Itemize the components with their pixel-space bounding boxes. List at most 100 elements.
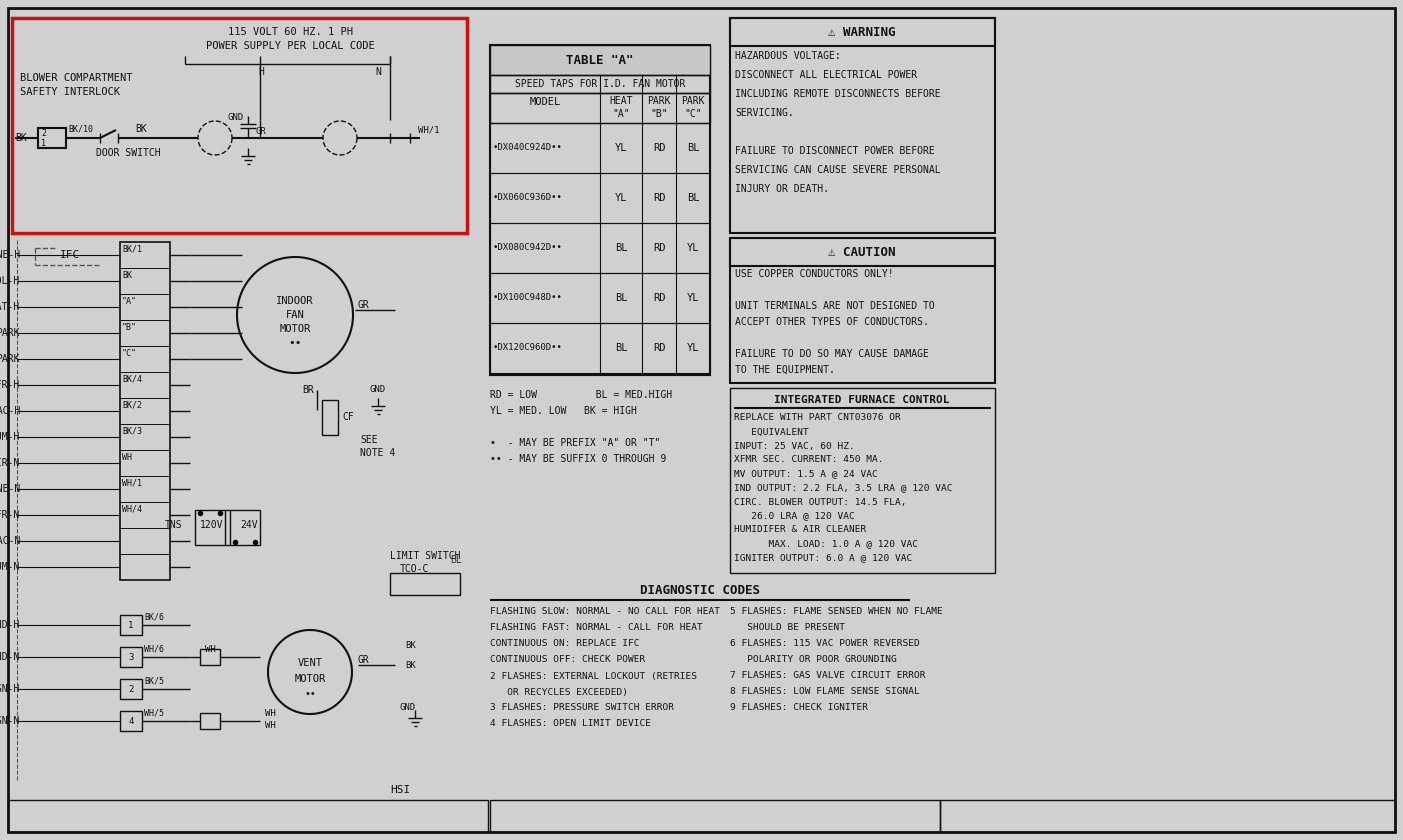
Text: 8 FLASHES: LOW FLAME SENSE SIGNAL: 8 FLASHES: LOW FLAME SENSE SIGNAL xyxy=(730,687,920,696)
Text: RD: RD xyxy=(652,143,665,153)
Text: 9 FLASHES: CHECK IGNITER: 9 FLASHES: CHECK IGNITER xyxy=(730,704,868,712)
Text: BK/2: BK/2 xyxy=(122,401,142,409)
Text: INJURY OR DEATH.: INJURY OR DEATH. xyxy=(735,184,829,194)
Text: MV OUTPUT: 1.5 A @ 24 VAC: MV OUTPUT: 1.5 A @ 24 VAC xyxy=(734,470,878,479)
Text: HUM-N: HUM-N xyxy=(0,562,20,572)
Text: 2: 2 xyxy=(41,129,46,138)
Text: FLASHING FAST: NORMAL - CALL FOR HEAT: FLASHING FAST: NORMAL - CALL FOR HEAT xyxy=(490,623,703,633)
Text: •DX040C924D••: •DX040C924D•• xyxy=(492,144,563,153)
Bar xyxy=(490,323,710,373)
Text: PARK: PARK xyxy=(647,96,671,106)
Text: WH: WH xyxy=(265,708,276,717)
Text: RD: RD xyxy=(652,293,665,303)
Text: USE COPPER CONDUCTORS ONLY!: USE COPPER CONDUCTORS ONLY! xyxy=(735,269,894,279)
Text: BK: BK xyxy=(405,660,415,669)
Text: DIAGNOSTIC CODES: DIAGNOSTIC CODES xyxy=(640,584,760,596)
Text: WH/6: WH/6 xyxy=(145,644,164,654)
Text: NOTE 4: NOTE 4 xyxy=(361,448,396,458)
Text: WH/4: WH/4 xyxy=(122,505,142,513)
Text: 4 FLASHES: OPEN LIMIT DEVICE: 4 FLASHES: OPEN LIMIT DEVICE xyxy=(490,720,651,728)
Text: INTEGRATED FURNACE CONTROL: INTEGRATED FURNACE CONTROL xyxy=(774,395,950,405)
Bar xyxy=(195,510,224,545)
Text: ⚠ CAUTION: ⚠ CAUTION xyxy=(828,245,895,259)
Text: CF: CF xyxy=(342,412,354,422)
Text: "B": "B" xyxy=(650,109,668,119)
Bar xyxy=(490,75,710,93)
Text: GR: GR xyxy=(255,128,267,136)
Text: PARK: PARK xyxy=(0,328,20,338)
Text: INPUT: 25 VAC, 60 HZ.: INPUT: 25 VAC, 60 HZ. xyxy=(734,442,854,450)
Text: POWER SUPPLY PER LOCAL CODE: POWER SUPPLY PER LOCAL CODE xyxy=(206,41,375,51)
Text: BK: BK xyxy=(15,133,27,143)
Text: OR RECYCLES EXCEEDED): OR RECYCLES EXCEEDED) xyxy=(490,687,629,696)
Text: RD: RD xyxy=(652,343,665,353)
Text: HEAT-H: HEAT-H xyxy=(0,302,20,312)
Text: EAC-N: EAC-N xyxy=(0,536,20,546)
Text: SERVICING.: SERVICING. xyxy=(735,108,794,118)
Text: TCO-C: TCO-C xyxy=(400,564,429,574)
Text: 26.0 LRA @ 120 VAC: 26.0 LRA @ 120 VAC xyxy=(734,512,854,521)
Text: INDOOR: INDOOR xyxy=(276,296,314,306)
Bar xyxy=(490,800,940,832)
Text: PARK: PARK xyxy=(682,96,704,106)
Text: BK: BK xyxy=(122,270,132,280)
Bar xyxy=(490,273,710,323)
Text: 2 FLASHES: EXTERNAL LOCKOUT (RETRIES: 2 FLASHES: EXTERNAL LOCKOUT (RETRIES xyxy=(490,671,697,680)
Text: GND: GND xyxy=(229,113,244,123)
Text: RD = LOW          BL = MED.HIGH: RD = LOW BL = MED.HIGH xyxy=(490,390,672,400)
Text: COOL-H: COOL-H xyxy=(0,276,20,286)
Text: 6 FLASHES: 115 VAC POWER REVERSED: 6 FLASHES: 115 VAC POWER REVERSED xyxy=(730,639,920,648)
Bar xyxy=(490,123,710,173)
Text: IGNITER OUTPUT: 6.0 A @ 120 VAC: IGNITER OUTPUT: 6.0 A @ 120 VAC xyxy=(734,554,912,563)
Text: "A": "A" xyxy=(122,297,137,306)
Text: 1: 1 xyxy=(41,139,46,148)
Bar xyxy=(38,128,66,148)
Bar xyxy=(201,713,220,729)
Text: HSI: HSI xyxy=(390,785,410,795)
Text: BL: BL xyxy=(615,343,627,353)
Bar xyxy=(121,711,142,731)
Text: BL: BL xyxy=(686,193,699,203)
Bar xyxy=(730,18,995,46)
Text: ••: •• xyxy=(304,689,316,699)
Text: SEE: SEE xyxy=(361,435,377,445)
Text: EQUIVALENT: EQUIVALENT xyxy=(734,428,808,437)
Bar xyxy=(390,573,460,595)
Text: "C": "C" xyxy=(685,109,702,119)
Text: YL = MED. LOW   BK = HIGH: YL = MED. LOW BK = HIGH xyxy=(490,406,637,416)
Text: GR: GR xyxy=(358,655,370,665)
Text: LINE-H: LINE-H xyxy=(0,250,20,260)
Text: BK/1: BK/1 xyxy=(122,244,142,254)
Bar xyxy=(490,93,710,123)
Text: BK/3: BK/3 xyxy=(122,427,142,435)
Text: WH: WH xyxy=(122,453,132,461)
Text: VENT: VENT xyxy=(297,658,323,668)
Text: 3 FLASHES: PRESSURE SWITCH ERROR: 3 FLASHES: PRESSURE SWITCH ERROR xyxy=(490,704,673,712)
Text: ⚠ WARNING: ⚠ WARNING xyxy=(828,25,895,39)
Text: MAX. LOAD: 1.0 A @ 120 VAC: MAX. LOAD: 1.0 A @ 120 VAC xyxy=(734,539,918,549)
Text: RD: RD xyxy=(652,243,665,253)
Text: BK/5: BK/5 xyxy=(145,676,164,685)
Text: BR: BR xyxy=(302,385,314,395)
Text: IFC: IFC xyxy=(60,250,80,260)
Text: WH/5: WH/5 xyxy=(145,708,164,717)
Text: IGN-H: IGN-H xyxy=(0,684,20,694)
Bar xyxy=(730,18,995,233)
Text: "B": "B" xyxy=(122,323,137,332)
Text: 2: 2 xyxy=(128,685,133,694)
Text: BK: BK xyxy=(405,640,415,649)
Bar xyxy=(490,173,710,223)
Text: 3: 3 xyxy=(128,653,133,662)
Text: MODEL: MODEL xyxy=(529,97,561,107)
Text: •  - MAY BE PREFIX "A" OR "T": • - MAY BE PREFIX "A" OR "T" xyxy=(490,438,661,448)
Text: 5 FLASHES: FLAME SENSED WHEN NO FLAME: 5 FLASHES: FLAME SENSED WHEN NO FLAME xyxy=(730,607,943,617)
Text: CIRC. BLOWER OUTPUT: 14.5 FLA,: CIRC. BLOWER OUTPUT: 14.5 FLA, xyxy=(734,497,906,507)
Text: HUM-H: HUM-H xyxy=(0,432,20,442)
Bar xyxy=(490,45,710,75)
Bar xyxy=(121,242,170,580)
Text: CIR-N: CIR-N xyxy=(0,458,20,468)
Bar xyxy=(730,238,995,383)
Text: ACCEPT OTHER TYPES OF CONDUCTORS.: ACCEPT OTHER TYPES OF CONDUCTORS. xyxy=(735,317,929,327)
Text: SHOULD BE PRESENT: SHOULD BE PRESENT xyxy=(730,623,845,633)
Text: HUMIDIFER & AIR CLEANER: HUMIDIFER & AIR CLEANER xyxy=(734,526,866,534)
